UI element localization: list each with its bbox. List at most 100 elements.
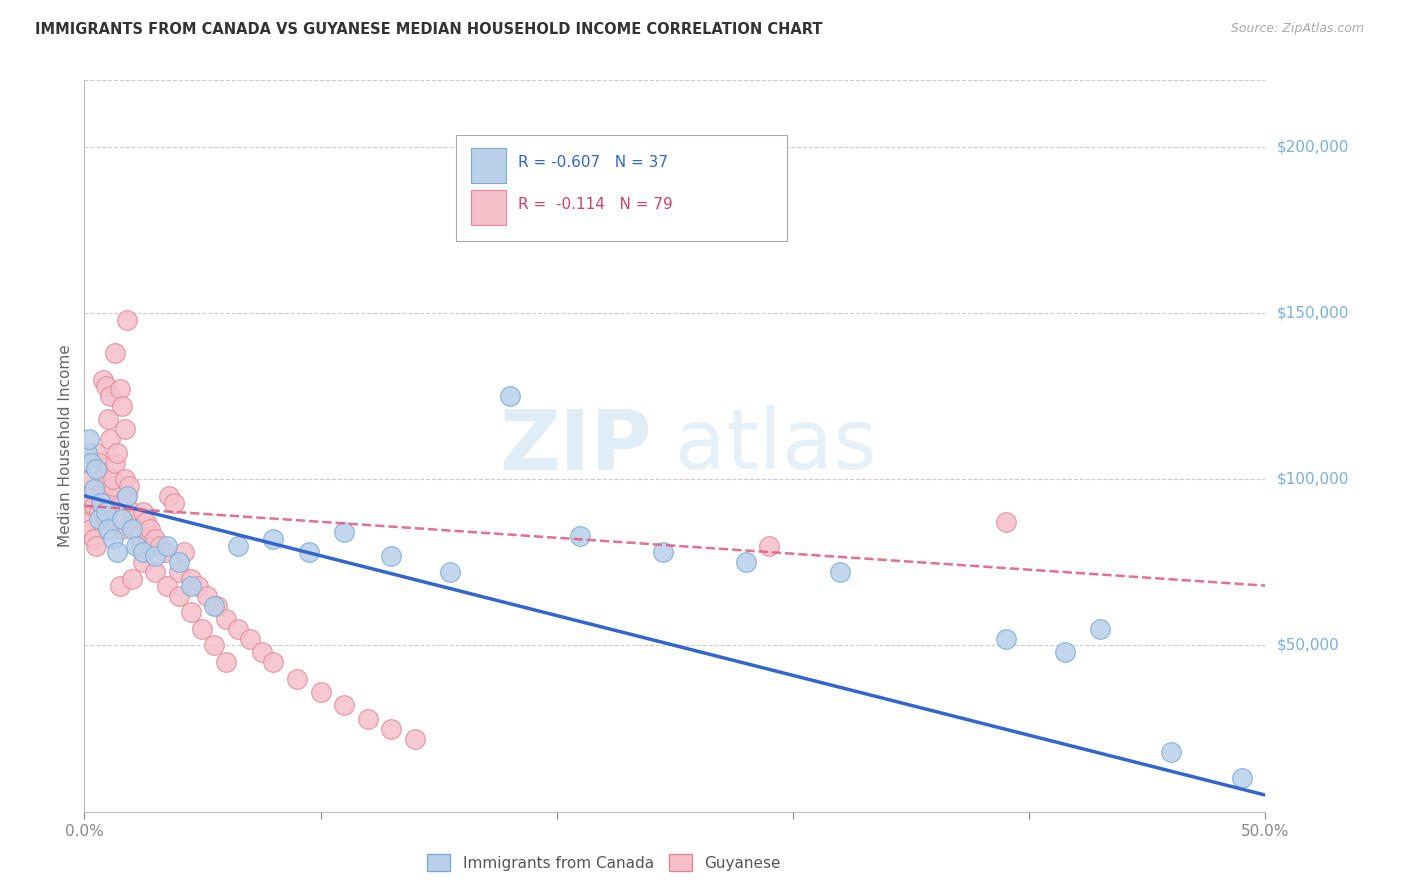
Point [380, 549, 402, 563]
Point [309, 685, 332, 699]
Point [357, 712, 380, 726]
Point [114, 422, 136, 436]
Point [80, 522, 103, 536]
Point [262, 655, 284, 669]
Point [76, 445, 98, 459]
Point [758, 539, 780, 553]
Point [191, 622, 214, 636]
Point [156, 579, 179, 593]
Point [173, 545, 195, 559]
Point [94, 379, 117, 393]
Point [114, 472, 136, 486]
Bar [471, 147, 506, 183]
Bar [471, 190, 506, 225]
Point [285, 672, 308, 686]
Point [167, 555, 190, 569]
Point [87, 506, 110, 520]
Text: $100,000: $100,000 [1277, 472, 1348, 487]
Point [205, 599, 228, 613]
Point [1053, 645, 1076, 659]
Point [569, 529, 592, 543]
Point [1088, 622, 1111, 636]
Point [136, 532, 159, 546]
Point [111, 399, 134, 413]
Point [167, 566, 190, 580]
Point [404, 731, 426, 746]
Point [157, 489, 180, 503]
Point [187, 579, 209, 593]
Point [80, 456, 103, 470]
Point [115, 489, 138, 503]
Point [132, 545, 155, 559]
Y-axis label: Median Household Income: Median Household Income [58, 344, 73, 548]
Text: $200,000: $200,000 [1277, 139, 1348, 154]
Point [84, 462, 107, 476]
Point [333, 698, 356, 713]
Point [215, 612, 238, 626]
Text: R = -0.607   N = 37: R = -0.607 N = 37 [517, 154, 668, 169]
Point [135, 516, 157, 530]
Point [215, 655, 238, 669]
Point [77, 516, 100, 530]
Point [83, 482, 105, 496]
Point [180, 605, 202, 619]
Point [97, 412, 120, 426]
Point [153, 545, 176, 559]
Point [98, 433, 121, 447]
Point [97, 522, 120, 536]
Point [149, 539, 172, 553]
Point [994, 632, 1017, 646]
Point [101, 479, 124, 493]
Point [111, 522, 134, 536]
Point [125, 522, 148, 536]
Point [129, 539, 152, 553]
Point [250, 645, 273, 659]
Point [107, 545, 129, 559]
Point [195, 589, 218, 603]
Point [77, 433, 100, 447]
Point [439, 566, 461, 580]
Text: R =  -0.114   N = 79: R = -0.114 N = 79 [517, 197, 672, 212]
FancyBboxPatch shape [457, 136, 787, 241]
Point [97, 489, 120, 503]
Point [84, 539, 107, 553]
Point [239, 632, 262, 646]
Point [180, 579, 202, 593]
Point [98, 389, 121, 403]
Point [108, 579, 131, 593]
Point [90, 466, 112, 480]
Point [180, 572, 202, 586]
Point [115, 489, 138, 503]
Point [83, 532, 105, 546]
Point [498, 389, 520, 403]
Point [139, 522, 162, 536]
Point [121, 572, 143, 586]
Point [94, 506, 117, 520]
Point [163, 495, 186, 509]
Point [118, 479, 141, 493]
Point [994, 516, 1017, 530]
Point [91, 495, 114, 509]
Point [94, 512, 117, 526]
Point [298, 545, 321, 559]
Point [132, 506, 155, 520]
Text: atlas: atlas [675, 406, 876, 486]
Point [111, 512, 134, 526]
Point [87, 456, 110, 470]
Point [226, 539, 249, 553]
Text: $50,000: $50,000 [1277, 638, 1340, 653]
Point [90, 489, 112, 503]
Point [115, 312, 138, 326]
Point [156, 539, 179, 553]
Point [108, 499, 131, 513]
Point [125, 539, 148, 553]
Point [132, 555, 155, 569]
Text: Source: ZipAtlas.com: Source: ZipAtlas.com [1230, 22, 1364, 36]
Point [262, 532, 284, 546]
Point [101, 532, 124, 546]
Point [143, 566, 166, 580]
Point [143, 549, 166, 563]
Point [143, 532, 166, 546]
Point [80, 472, 103, 486]
Point [107, 445, 129, 459]
